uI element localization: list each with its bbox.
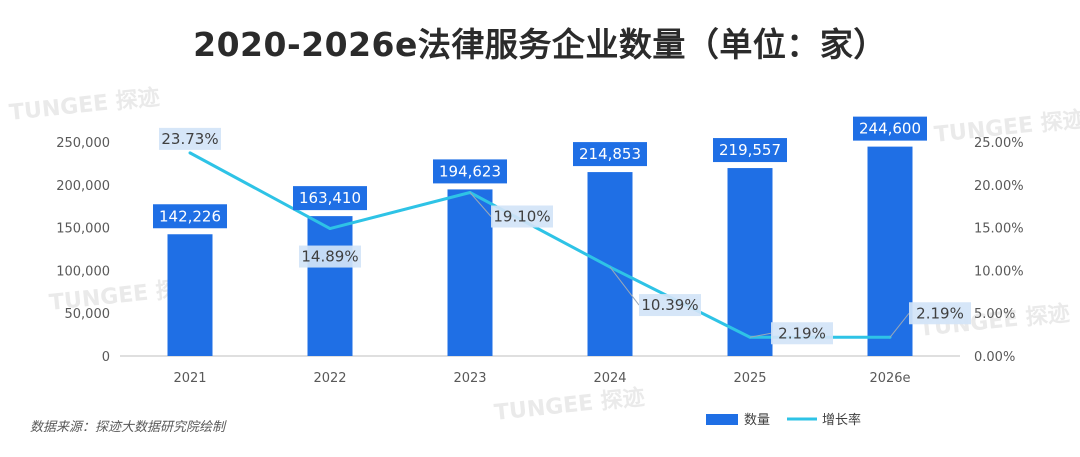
bar-value-label: 219,557 (719, 141, 781, 159)
rate-value-label-box (159, 127, 221, 150)
y-left-tick-label: 200,000 (56, 179, 110, 194)
rate-value-label: 23.73% (161, 130, 218, 148)
y-right-tick-label: 15.00% (974, 222, 1024, 237)
source-note: 数据来源：探迹大数据研究院绘制 (30, 419, 227, 435)
bar-value-label: 244,600 (859, 120, 921, 138)
watermark-text: TUNGEE 探迹 (493, 384, 646, 426)
y-right-tick-label: 0.00% (974, 350, 1015, 365)
bar-value-label-box (153, 204, 227, 229)
legend-line-label: 增长率 (822, 412, 861, 428)
y-left-tick-label: 150,000 (56, 222, 110, 237)
rate-value-label-box (771, 322, 833, 345)
bar-value-label-box (573, 142, 647, 167)
bar (167, 234, 213, 356)
rate-value-label: 2.19% (916, 304, 964, 322)
rate-value-label-box (909, 302, 971, 325)
legend-bar-label: 数量 (744, 413, 770, 428)
y-left-tick-label: 250,000 (56, 136, 110, 151)
y-right-tick-label: 25.00% (974, 136, 1024, 151)
bar (727, 168, 773, 356)
legend-bar-swatch (706, 414, 738, 425)
growth-rate-line (189, 151, 890, 339)
x-tick-label: 2025 (733, 371, 766, 386)
bar-value-label: 142,226 (159, 207, 221, 225)
bar (867, 146, 913, 356)
bar-value-label-box (853, 116, 927, 141)
rate-value-label-box (491, 205, 553, 228)
chart-title: 2020-2026e法律服务企业数量（单位：家） (193, 25, 887, 64)
bar (307, 216, 353, 356)
growth-rate-point (188, 151, 192, 155)
y-left-tick-label: 100,000 (56, 264, 110, 279)
x-tick-label: 2026e (869, 371, 910, 386)
rate-value-label-box (639, 294, 701, 317)
y-right-tick-label: 10.00% (974, 264, 1024, 279)
bar-value-label: 194,623 (439, 162, 501, 180)
watermark-text: TUNGEE 探迹 (8, 84, 161, 126)
bar (587, 172, 633, 356)
bar-value-label-box (433, 159, 507, 184)
x-tick-label: 2023 (453, 371, 486, 386)
rate-value-label-box (299, 245, 361, 268)
x-tick-label: 2021 (173, 371, 206, 386)
bar-value-label-box (293, 186, 367, 211)
x-tick-label: 2024 (593, 371, 626, 386)
y-left-tick-label: 50,000 (65, 307, 111, 322)
rate-leader-line (889, 312, 910, 338)
y-right-tick-label: 20.00% (974, 179, 1024, 194)
bar-value-label: 214,853 (579, 145, 641, 163)
rate-value-label: 2.19% (778, 324, 826, 342)
rate-leader-line (469, 192, 492, 217)
bar-value-label-box (713, 138, 787, 163)
growth-rate-point (328, 227, 332, 231)
rate-value-label: 14.89% (301, 248, 358, 266)
rate-leader-line (749, 332, 772, 338)
y-left-tick-label: 0 (102, 350, 110, 365)
rate-leader-line (609, 266, 640, 306)
y-right-tick-label: 5.00% (974, 307, 1015, 322)
bar (447, 189, 493, 356)
rate-value-label: 19.10% (493, 208, 550, 226)
x-tick-label: 2022 (313, 371, 346, 386)
bar-value-label: 163,410 (299, 189, 361, 207)
rate-value-label: 10.39% (641, 296, 698, 314)
